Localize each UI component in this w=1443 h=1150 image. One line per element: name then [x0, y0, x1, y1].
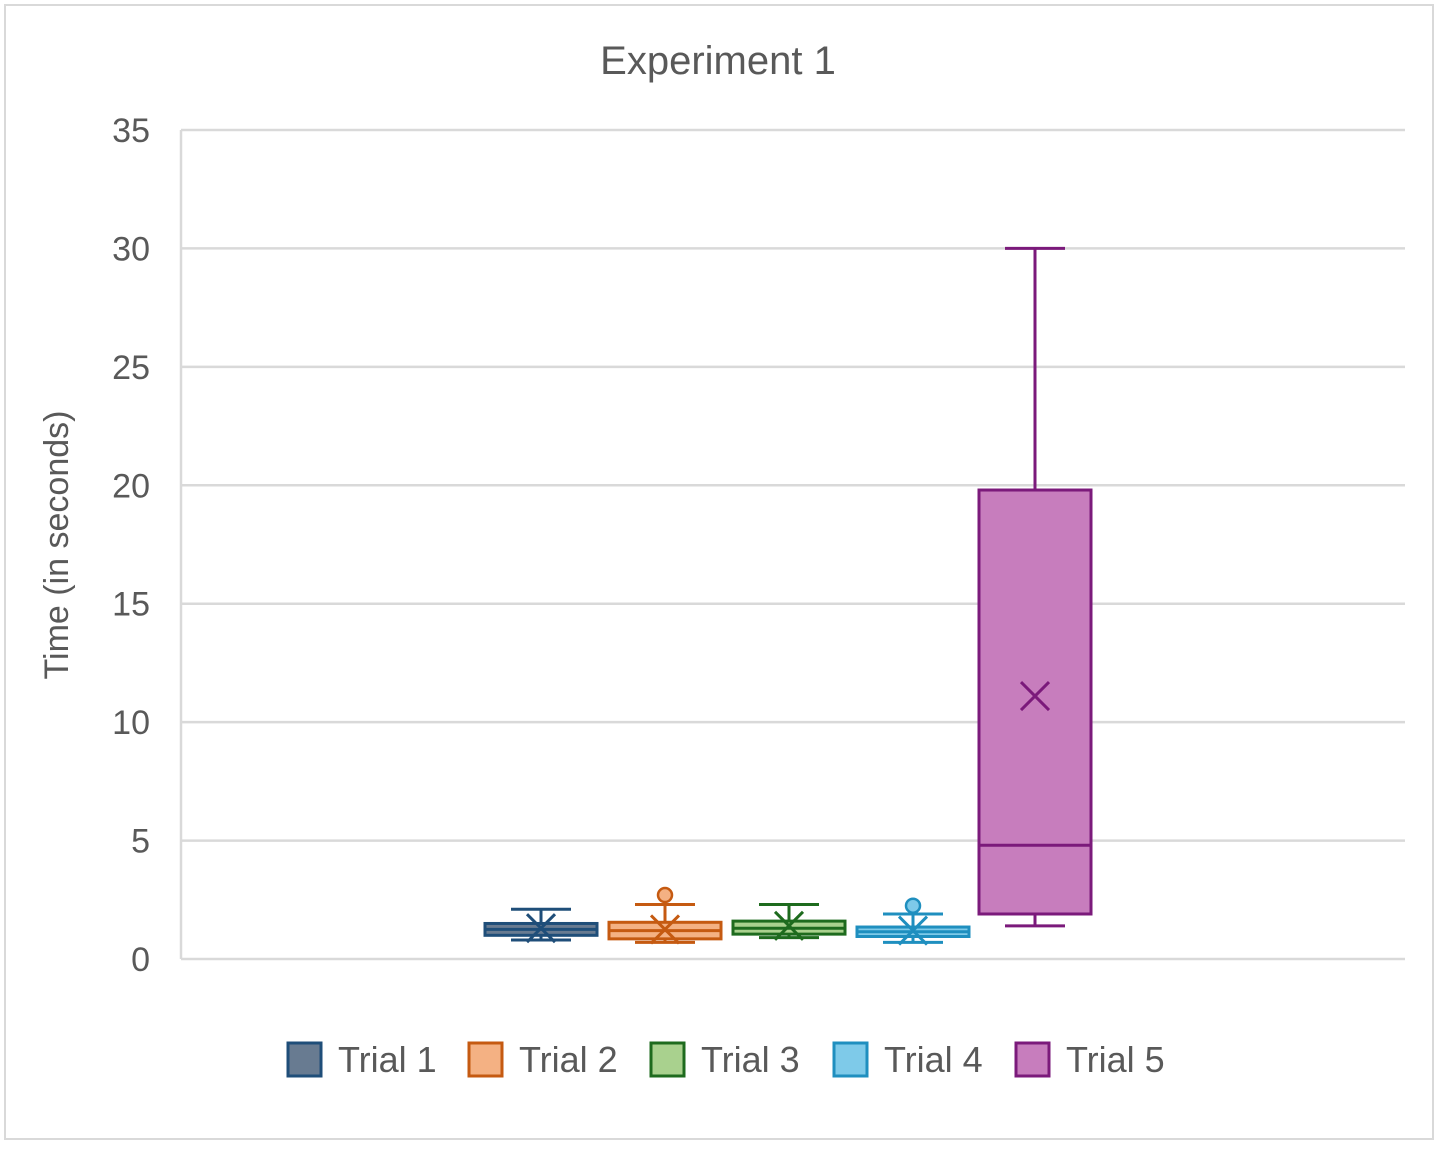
legend-swatch — [467, 1041, 504, 1078]
y-tick-label: 15 — [112, 586, 150, 624]
y-tick-label: 0 — [131, 941, 150, 979]
box-1 — [483, 907, 599, 944]
y-tick-label: 35 — [112, 112, 150, 150]
legend-item-2: Trial 2 — [467, 1039, 618, 1080]
y-axis-ticks: 0 5 10 15 20 25 30 35 — [112, 112, 150, 979]
y-axis-label: Time (in seconds) — [38, 411, 76, 680]
legend-label: Trial 4 — [884, 1039, 983, 1080]
legend-swatch — [1014, 1041, 1051, 1078]
box-5 — [977, 246, 1093, 928]
legend-item-4: Trial 4 — [832, 1039, 983, 1080]
box-2 — [607, 886, 723, 945]
box-3 — [731, 903, 847, 941]
box-4 — [855, 897, 971, 946]
iqr-box — [977, 488, 1093, 916]
legend-swatch — [832, 1041, 869, 1078]
box-series — [483, 246, 1093, 946]
legend-label: Trial 5 — [1066, 1039, 1165, 1080]
chart-title: Experiment 1 — [600, 39, 836, 83]
y-tick-label: 25 — [112, 349, 150, 387]
mean-marker — [525, 913, 557, 944]
y-tick-label: 20 — [112, 467, 150, 505]
gridlines — [179, 128, 1405, 961]
legend: Trial 1 Trial 2 Trial 3 Trial 4 Trial 5 — [286, 1039, 1165, 1080]
chart-frame — [4, 4, 1434, 1140]
y-tick-label: 30 — [112, 230, 150, 268]
legend-label: Trial 3 — [701, 1039, 800, 1080]
outlier-point — [904, 897, 922, 914]
legend-swatch — [649, 1041, 686, 1078]
legend-item-3: Trial 3 — [649, 1039, 800, 1080]
mean-marker — [649, 914, 681, 945]
y-tick-label: 5 — [131, 823, 150, 861]
y-tick-label: 10 — [112, 704, 150, 742]
legend-swatch — [286, 1041, 323, 1078]
legend-item-1: Trial 1 — [286, 1039, 437, 1080]
legend-label: Trial 2 — [519, 1039, 618, 1080]
mean-marker — [1019, 681, 1051, 712]
outlier-point — [656, 886, 674, 904]
legend-item-5: Trial 5 — [1014, 1039, 1165, 1080]
mean-marker — [897, 915, 929, 946]
mean-marker — [773, 910, 805, 941]
legend-label: Trial 1 — [338, 1039, 437, 1080]
